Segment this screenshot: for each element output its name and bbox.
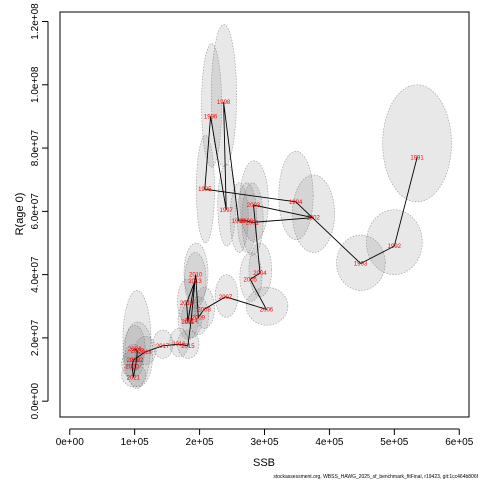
year-label: 1993 <box>354 262 368 268</box>
confidence-ellipse <box>382 84 452 203</box>
year-label: 2008 <box>197 307 211 313</box>
confidence-ellipse <box>241 182 264 256</box>
plot-frame <box>59 11 470 418</box>
year-label: 2022 <box>130 358 144 364</box>
year-label: 2024 <box>128 347 142 353</box>
confidence-ellipse <box>239 252 263 302</box>
confidence-ellipse <box>194 286 215 329</box>
confidence-ellipse <box>292 174 335 253</box>
year-label: 1992 <box>388 244 402 250</box>
y-tick-label: 0.0e+00 <box>30 383 41 420</box>
year-label: 2000 <box>240 219 254 225</box>
confidence-ellipse <box>236 182 258 253</box>
y-axis-label: R(age 0) <box>14 193 26 236</box>
confidence-ellipse <box>183 242 209 304</box>
x-tick-label: 1e+05 <box>121 437 150 448</box>
confidence-ellipse <box>122 321 154 388</box>
x-tick-label: 2e+05 <box>186 437 215 448</box>
confidence-ellipse <box>278 150 314 241</box>
x-tick-label: 5e+05 <box>380 437 409 448</box>
y-tick-label: 1.0e+08 <box>30 66 41 103</box>
confidence-ellipse <box>124 324 146 370</box>
year-labels: 1991 1992 1993 1994 1995 1996 1997 1998 19992000… <box>125 100 424 381</box>
chart-caption: stockassessment.org, WBSS_HAWG_2025_sf_b… <box>273 474 478 480</box>
y-tick-label: 8.0e+07 <box>30 129 41 166</box>
year-label: 1996 <box>204 114 218 120</box>
year-label: 1991 <box>410 156 424 162</box>
y-tick-label: 2.0e+07 <box>30 319 41 356</box>
confidence-ellipse <box>366 209 423 275</box>
year-label: 2011 <box>181 320 195 326</box>
year-label: 2010 <box>189 273 203 279</box>
confidence-ellipse <box>152 329 174 359</box>
year-label: 2004 <box>253 271 267 277</box>
y-tick-label: 6.0e+07 <box>30 193 41 230</box>
y-axis: 0.0e+00 2.0e+07 4.0e+07 6.0e+07 8.0e+07 1.0e+… <box>30 3 49 420</box>
year-label: 2012 <box>180 301 194 307</box>
year-label: 2009 <box>192 315 206 321</box>
trajectory-line <box>131 102 418 378</box>
year-label: 2003 <box>247 203 261 209</box>
confidence-ellipse <box>246 286 289 326</box>
confidence-ellipse <box>210 24 237 168</box>
confidence-ellipse <box>229 182 249 253</box>
year-label: 2007 <box>219 295 233 301</box>
year-label: 2014 <box>184 318 198 324</box>
year-label: 2013 <box>188 279 202 285</box>
confidence-ellipse <box>248 242 272 298</box>
year-label: 1997 <box>220 208 234 214</box>
x-tick-label: 3e+05 <box>250 437 279 448</box>
year-label: 2018 <box>138 350 152 356</box>
year-label: 2020 <box>125 364 139 370</box>
x-tick-label: 0e+00 <box>56 437 85 448</box>
year-label: 2021 <box>127 375 141 381</box>
x-tick-label: 6e+05 <box>445 437 474 448</box>
y-tick-label: 1.2e+08 <box>30 3 41 40</box>
confidence-ellipse <box>214 274 239 318</box>
year-label: 2005 <box>244 277 258 283</box>
year-label: 1995 <box>198 187 212 193</box>
year-label: 2002 <box>307 216 321 222</box>
y-tick-label: 4.0e+07 <box>30 256 41 293</box>
x-axis: 0e+00 1e+05 2e+05 3e+05 4e+05 5e+05 6e+05 <box>56 428 474 448</box>
year-label: 1994 <box>289 200 303 206</box>
year-label: 2015 <box>181 344 195 350</box>
x-tick-label: 4e+05 <box>315 437 344 448</box>
year-label: 2023 <box>131 349 145 355</box>
year-label: 2001 <box>245 220 259 226</box>
year-label: 2016 <box>172 342 186 348</box>
year-label: 1999 <box>232 219 246 225</box>
year-label: 2019 <box>127 358 141 364</box>
year-label: 2017 <box>156 344 170 350</box>
year-label: 2006 <box>260 307 274 313</box>
confidence-ellipse <box>336 234 386 291</box>
year-label: 1998 <box>217 100 231 106</box>
x-axis-label: SSB <box>253 457 275 469</box>
confidence-ellipse <box>239 160 269 242</box>
